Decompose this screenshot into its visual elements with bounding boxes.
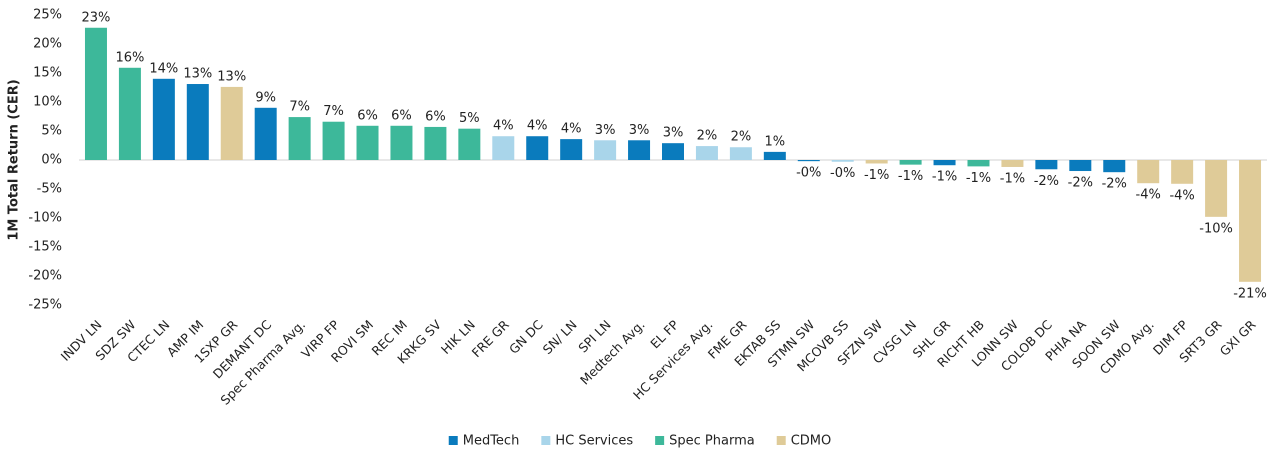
bar — [84, 27, 107, 161]
bar — [865, 160, 888, 164]
bar — [1035, 160, 1058, 170]
bar — [560, 139, 583, 160]
data-label: 3% — [663, 126, 684, 141]
data-label: 2% — [731, 130, 752, 145]
data-label: -2% — [1102, 177, 1127, 192]
data-label: -4% — [1169, 188, 1194, 203]
y-axis-label: 1M Total Return (CER) — [7, 79, 22, 240]
data-label: 5% — [459, 111, 480, 126]
data-label: -21% — [1233, 286, 1267, 301]
legend-swatch — [655, 436, 665, 445]
y-tick-label: 25% — [33, 8, 62, 23]
bar — [288, 117, 311, 160]
data-label: -4% — [1136, 188, 1161, 203]
y-tick-label: -25% — [28, 298, 62, 313]
data-label: 3% — [629, 123, 650, 138]
x-tick-label: GXI GR — [1217, 317, 1259, 359]
bar — [458, 128, 481, 160]
data-label: 6% — [425, 109, 446, 124]
data-label: -0% — [830, 166, 855, 181]
legend-swatch — [776, 436, 786, 445]
bar — [1205, 160, 1228, 217]
bar — [831, 160, 854, 162]
data-label: -1% — [932, 170, 957, 185]
y-tick-label: -5% — [37, 182, 62, 197]
bar — [729, 147, 752, 160]
bar — [1239, 160, 1262, 282]
data-label: 4% — [561, 122, 582, 137]
y-tick-label: -20% — [28, 269, 62, 284]
y-tick-label: 10% — [33, 95, 62, 110]
data-label: 9% — [255, 90, 276, 105]
data-label: 16% — [115, 50, 144, 65]
x-tick-label: SN/ LN — [540, 317, 580, 357]
data-label: -2% — [1034, 174, 1059, 189]
legend-swatch — [541, 436, 551, 445]
x-tick-label: FRE GR — [469, 317, 512, 360]
data-label: -10% — [1199, 221, 1233, 236]
data-label: 13% — [217, 69, 246, 84]
bar — [1171, 160, 1194, 184]
data-label: -1% — [864, 168, 889, 183]
legend-label: CDMO — [791, 434, 832, 449]
data-label: -1% — [1000, 171, 1025, 186]
y-tick-label: -15% — [28, 240, 62, 255]
data-label: 3% — [595, 123, 616, 138]
legend-swatch — [448, 436, 458, 445]
bar — [1069, 160, 1092, 172]
data-label: -0% — [796, 166, 821, 181]
legend-label: HC Services — [555, 434, 633, 449]
y-tick-label: 15% — [33, 66, 62, 81]
data-label: -1% — [898, 169, 923, 184]
data-label: 14% — [149, 61, 178, 76]
data-label: 13% — [183, 67, 212, 82]
bar — [1137, 160, 1160, 184]
legend-label: MedTech — [463, 434, 520, 449]
bar — [424, 126, 447, 160]
bar — [118, 67, 141, 160]
bar — [152, 78, 175, 160]
bar — [695, 146, 718, 160]
data-label: 7% — [323, 104, 344, 119]
bar — [933, 160, 956, 166]
data-label: 6% — [357, 108, 378, 123]
y-tick-label: 0% — [41, 153, 62, 168]
bar — [1103, 160, 1126, 173]
bar — [594, 140, 617, 160]
bar — [967, 160, 990, 167]
bar — [797, 160, 820, 162]
bar — [628, 140, 651, 160]
data-label: -1% — [966, 171, 991, 186]
bar — [1001, 160, 1024, 167]
bar — [763, 151, 786, 160]
bar — [492, 136, 515, 160]
data-label: 23% — [82, 10, 111, 25]
data-label: 6% — [391, 108, 412, 123]
y-tick-label: 20% — [33, 37, 62, 52]
bar — [662, 143, 684, 160]
y-tick-label: -10% — [28, 211, 62, 226]
bar — [186, 84, 209, 160]
bar — [899, 160, 922, 165]
data-label: 4% — [493, 119, 514, 134]
x-tick-label: GN DC — [506, 317, 546, 357]
data-label: 1% — [765, 134, 786, 149]
bar — [322, 121, 345, 160]
bar — [390, 125, 413, 160]
bar — [526, 136, 549, 160]
y-tick-label: 5% — [41, 124, 62, 139]
data-label: 4% — [527, 119, 548, 134]
bar — [220, 86, 243, 160]
data-label: 2% — [697, 129, 718, 144]
legend-label: Spec Pharma — [669, 434, 755, 449]
data-label: 7% — [289, 100, 310, 115]
data-label: -2% — [1068, 176, 1093, 191]
bar — [356, 125, 379, 160]
bar — [254, 107, 277, 160]
